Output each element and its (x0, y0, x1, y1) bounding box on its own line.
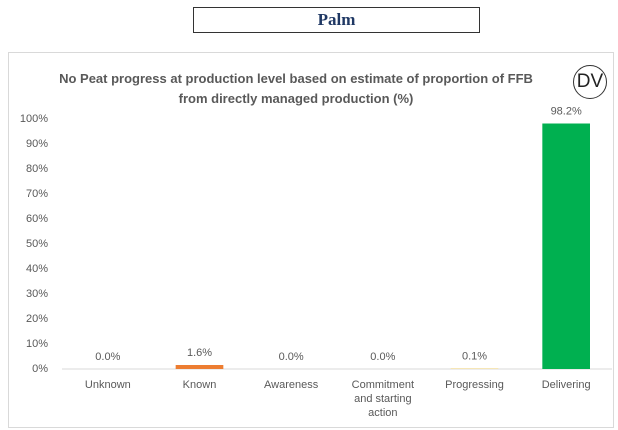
x-tick-label: Delivering (541, 379, 591, 391)
x-tick-label: Unknown (84, 379, 131, 391)
bar (542, 123, 590, 369)
data-label: 0.0% (370, 351, 395, 363)
y-tick-label: 100% (20, 113, 48, 125)
y-tick-label: 80% (26, 163, 48, 175)
y-tick-label: 20% (26, 313, 48, 325)
badge: DV (573, 65, 607, 99)
x-tick-label: Progressing (445, 379, 504, 391)
x-tick-label: Awareness (264, 379, 319, 391)
data-label: 98.2% (551, 105, 582, 117)
data-label: 0.0% (279, 351, 304, 363)
header-title: Palm (193, 7, 480, 33)
y-tick-label: 40% (26, 263, 48, 275)
y-tick-label: 90% (26, 138, 48, 150)
y-tick-label: 70% (26, 188, 48, 200)
chart-frame (8, 52, 614, 428)
data-label: 1.6% (187, 347, 212, 359)
x-tick-label: Known (182, 379, 217, 391)
y-tick-label: 10% (26, 338, 48, 350)
y-tick-label: 30% (26, 288, 48, 300)
y-tick-label: 60% (26, 213, 48, 225)
data-label: 0.0% (95, 351, 120, 363)
chart-title: No Peat progress at production level bas… (59, 71, 533, 106)
y-tick-label: 50% (26, 238, 48, 250)
bar (175, 365, 224, 369)
x-tick-label: Commitment and starting action (351, 379, 414, 419)
y-tick-label: 0% (32, 363, 48, 375)
data-label: 0.1% (462, 351, 487, 363)
